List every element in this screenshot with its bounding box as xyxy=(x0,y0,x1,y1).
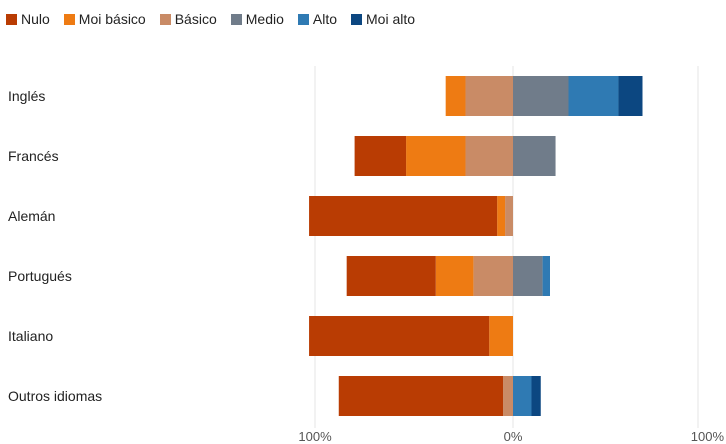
legend-item: Básico xyxy=(159,11,217,27)
legend-label: Nulo xyxy=(21,11,50,27)
category-label: Inglés xyxy=(8,88,45,104)
legend-item: Alto xyxy=(297,11,338,27)
legend-label: Moi alto xyxy=(366,11,416,27)
bar-segment xyxy=(354,136,407,176)
bar-segment xyxy=(445,76,466,116)
legend-swatch xyxy=(351,13,363,25)
bar-segment xyxy=(309,316,490,356)
bar-segment xyxy=(338,376,504,416)
bar-segment xyxy=(513,76,569,116)
legend-swatch xyxy=(230,13,242,25)
legend-item: Moi básico xyxy=(63,11,146,27)
x-tick-label: 0% xyxy=(504,429,523,444)
category-label: Portugués xyxy=(8,268,72,284)
legend-item: Medio xyxy=(230,11,284,27)
legend-label: Básico xyxy=(174,11,217,27)
x-tick-label: 100% xyxy=(691,429,725,444)
bar-segment xyxy=(309,196,498,236)
chart-legend: Nulo Moi básico Básico Medio Alto Moi alto xyxy=(6,9,429,29)
category-label: Alemán xyxy=(8,208,55,224)
bar-segment xyxy=(531,376,541,416)
bar-segment xyxy=(465,136,513,176)
bar-segment xyxy=(503,376,513,416)
x-tick-label: 100% xyxy=(298,429,332,444)
bar-segment xyxy=(435,256,474,296)
category-label: Francés xyxy=(8,148,59,164)
legend-label: Alto xyxy=(312,11,338,27)
legend-swatch xyxy=(159,13,171,25)
category-label: Outros idiomas xyxy=(8,388,102,404)
bar-segment xyxy=(346,256,436,296)
bar-segment xyxy=(568,76,619,116)
legend-swatch xyxy=(63,13,75,25)
bar-segment xyxy=(489,316,513,356)
bar-segment xyxy=(465,76,513,116)
bar-segment xyxy=(497,196,506,236)
legend-label: Medio xyxy=(245,11,284,27)
legend-label: Moi básico xyxy=(78,11,146,27)
bar-segment xyxy=(473,256,513,296)
legend-swatch xyxy=(297,13,309,25)
bar-segment xyxy=(618,76,643,116)
bar-segment xyxy=(513,136,556,176)
bar-segment xyxy=(513,376,532,416)
legend-item: Moi alto xyxy=(351,11,415,27)
bar-segment xyxy=(406,136,466,176)
bar-segment xyxy=(542,256,550,296)
bar-segment xyxy=(505,196,513,236)
bar-segment xyxy=(513,256,543,296)
legend-swatch xyxy=(6,13,17,25)
legend-item: Nulo xyxy=(6,11,50,27)
category-label: Italiano xyxy=(8,328,53,344)
